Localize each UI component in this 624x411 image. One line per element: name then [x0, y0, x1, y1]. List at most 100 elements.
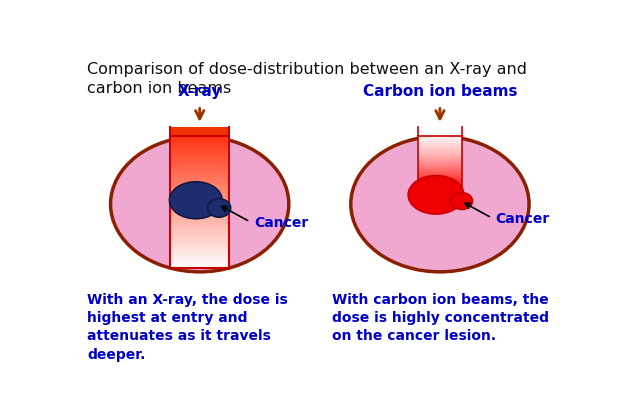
Bar — [418, 128, 462, 129]
Bar — [170, 165, 229, 166]
Text: With an X-ray, the dose is
highest at entry and
attenuates as it travels
deeper.: With an X-ray, the dose is highest at en… — [87, 293, 288, 362]
Bar — [418, 141, 462, 143]
Bar — [418, 175, 462, 176]
Bar — [418, 147, 462, 148]
Bar — [170, 200, 229, 202]
Bar — [170, 248, 229, 249]
Bar — [170, 153, 229, 155]
Bar — [170, 136, 229, 139]
Bar — [170, 129, 229, 132]
Bar — [418, 152, 462, 153]
Bar — [418, 140, 462, 141]
Bar — [418, 176, 462, 177]
Bar — [170, 143, 229, 145]
Bar — [418, 162, 462, 163]
Bar — [170, 211, 229, 213]
Bar — [170, 230, 229, 231]
Bar — [418, 165, 462, 166]
Bar — [170, 199, 229, 201]
Bar — [418, 167, 462, 168]
Bar — [170, 206, 229, 208]
Bar — [418, 152, 462, 154]
Bar — [418, 160, 462, 161]
Bar — [418, 132, 462, 133]
Bar — [418, 169, 462, 170]
Bar — [418, 150, 462, 151]
Bar — [170, 214, 229, 216]
Bar — [418, 174, 462, 175]
Bar — [170, 132, 229, 134]
Bar — [170, 152, 229, 154]
Bar — [170, 186, 229, 188]
Bar — [170, 244, 229, 245]
Bar — [418, 127, 462, 128]
Bar — [418, 130, 462, 132]
Bar — [170, 201, 229, 203]
Bar — [418, 149, 462, 150]
Bar — [170, 263, 229, 265]
Bar — [170, 266, 229, 268]
Bar — [170, 149, 229, 151]
Bar — [170, 142, 229, 144]
Bar — [170, 127, 229, 129]
Bar — [170, 242, 229, 244]
Bar — [170, 207, 229, 209]
Bar — [170, 194, 229, 196]
Bar — [418, 183, 462, 185]
Ellipse shape — [110, 136, 289, 272]
Bar — [418, 144, 462, 145]
Ellipse shape — [351, 136, 529, 272]
Bar — [418, 151, 462, 152]
Bar — [418, 127, 462, 136]
Bar — [170, 232, 229, 234]
Bar — [418, 182, 462, 183]
Text: With carbon ion beams, the
dose is highly concentrated
on the cancer lesion.: With carbon ion beams, the dose is highl… — [332, 293, 549, 344]
Bar — [170, 146, 229, 148]
Bar — [170, 155, 229, 157]
Bar — [418, 173, 462, 175]
Bar — [170, 254, 229, 255]
Bar — [170, 225, 229, 227]
Bar — [170, 265, 229, 267]
Bar — [418, 151, 462, 152]
Bar — [170, 169, 229, 171]
Text: X-ray: X-ray — [178, 84, 222, 99]
Bar — [418, 156, 462, 157]
Bar — [418, 172, 462, 173]
Bar — [170, 171, 229, 172]
Bar — [418, 183, 462, 184]
Bar — [418, 154, 462, 155]
Bar — [170, 183, 229, 185]
Bar — [170, 159, 229, 161]
Bar — [418, 180, 462, 181]
Bar — [418, 159, 462, 160]
Bar — [418, 181, 462, 182]
Bar — [170, 179, 229, 181]
Bar — [170, 208, 229, 210]
Bar — [170, 237, 229, 238]
Bar — [418, 143, 462, 144]
Bar — [170, 258, 229, 259]
Bar — [418, 186, 462, 187]
Bar — [170, 231, 229, 233]
Bar — [170, 212, 229, 215]
Bar — [170, 173, 229, 175]
Bar — [418, 170, 462, 171]
Bar — [170, 168, 229, 169]
Bar — [170, 215, 229, 217]
Bar — [170, 175, 229, 176]
Bar — [418, 168, 462, 169]
Bar — [418, 132, 462, 133]
Bar — [170, 128, 229, 130]
Bar — [170, 182, 229, 183]
Bar — [418, 180, 462, 181]
Bar — [170, 221, 229, 223]
Bar — [170, 190, 229, 192]
Bar — [170, 145, 229, 147]
Bar — [418, 161, 462, 162]
Bar — [418, 169, 462, 170]
Bar — [418, 137, 462, 138]
Bar — [170, 220, 229, 222]
Bar — [170, 227, 229, 229]
Bar — [170, 180, 229, 182]
